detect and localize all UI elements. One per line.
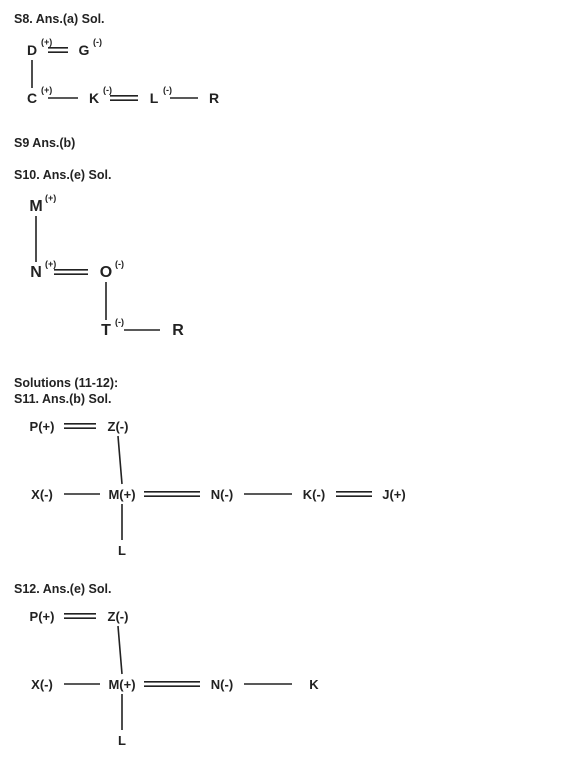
svg-text:G: G <box>79 42 90 58</box>
svg-text:L: L <box>150 90 159 106</box>
s12-heading: S12. Ans.(e) Sol. <box>14 582 565 596</box>
s11-diagram: P(+) Z(-) X(-) M(+) N(-) K(-) J(+) L <box>14 408 565 566</box>
svg-text:(-): (-) <box>163 85 172 95</box>
svg-text:J(+): J(+) <box>382 487 405 502</box>
s10-heading: S10. Ans.(e) Sol. <box>14 168 565 182</box>
svg-text:M(+): M(+) <box>108 487 135 502</box>
svg-text:(-): (-) <box>115 317 124 327</box>
svg-text:D: D <box>27 42 37 58</box>
svg-text:(+): (+) <box>41 37 52 47</box>
svg-text:Z(-): Z(-) <box>108 419 129 434</box>
s8-heading: S8. Ans.(a) Sol. <box>14 12 565 26</box>
svg-text:N(-): N(-) <box>211 487 233 502</box>
svg-text:M(+): M(+) <box>108 677 135 692</box>
svg-text:N: N <box>30 264 42 281</box>
svg-text:R: R <box>172 322 184 339</box>
svg-text:L: L <box>118 733 126 748</box>
svg-text:O: O <box>100 264 112 281</box>
svg-text:K: K <box>89 90 99 106</box>
s11-heading: S11. Ans.(b) Sol. <box>14 392 565 406</box>
svg-text:C: C <box>27 90 37 106</box>
svg-text:(+): (+) <box>41 85 52 95</box>
svg-text:(+): (+) <box>45 193 56 203</box>
s10-diagram: M(+)N(+)O(-)T(-)R <box>14 184 565 352</box>
svg-text:K(-): K(-) <box>303 487 325 502</box>
svg-text:M: M <box>29 198 42 215</box>
svg-text:X(-): X(-) <box>31 487 53 502</box>
s9-heading: S9 Ans.(b) <box>14 136 565 150</box>
svg-text:P(+): P(+) <box>30 609 55 624</box>
svg-text:X(-): X(-) <box>31 677 53 692</box>
svg-text:R: R <box>209 90 219 106</box>
svg-text:(-): (-) <box>103 85 112 95</box>
svg-text:T: T <box>101 322 111 339</box>
solutions-range-heading: Solutions (11-12): <box>14 376 565 390</box>
s12-diagram: P(+) Z(-) X(-) M(+) N(-) K L <box>14 598 565 756</box>
svg-text:P(+): P(+) <box>30 419 55 434</box>
svg-text:Z(-): Z(-) <box>108 609 129 624</box>
svg-text:K: K <box>309 677 319 692</box>
svg-text:(-): (-) <box>93 37 102 47</box>
svg-text:(-): (-) <box>115 259 124 269</box>
svg-text:L: L <box>118 543 126 558</box>
svg-text:N(-): N(-) <box>211 677 233 692</box>
svg-text:(+): (+) <box>45 259 56 269</box>
s8-diagram: D(+)G(-)C(+)K(-)L(-)R <box>14 28 565 118</box>
